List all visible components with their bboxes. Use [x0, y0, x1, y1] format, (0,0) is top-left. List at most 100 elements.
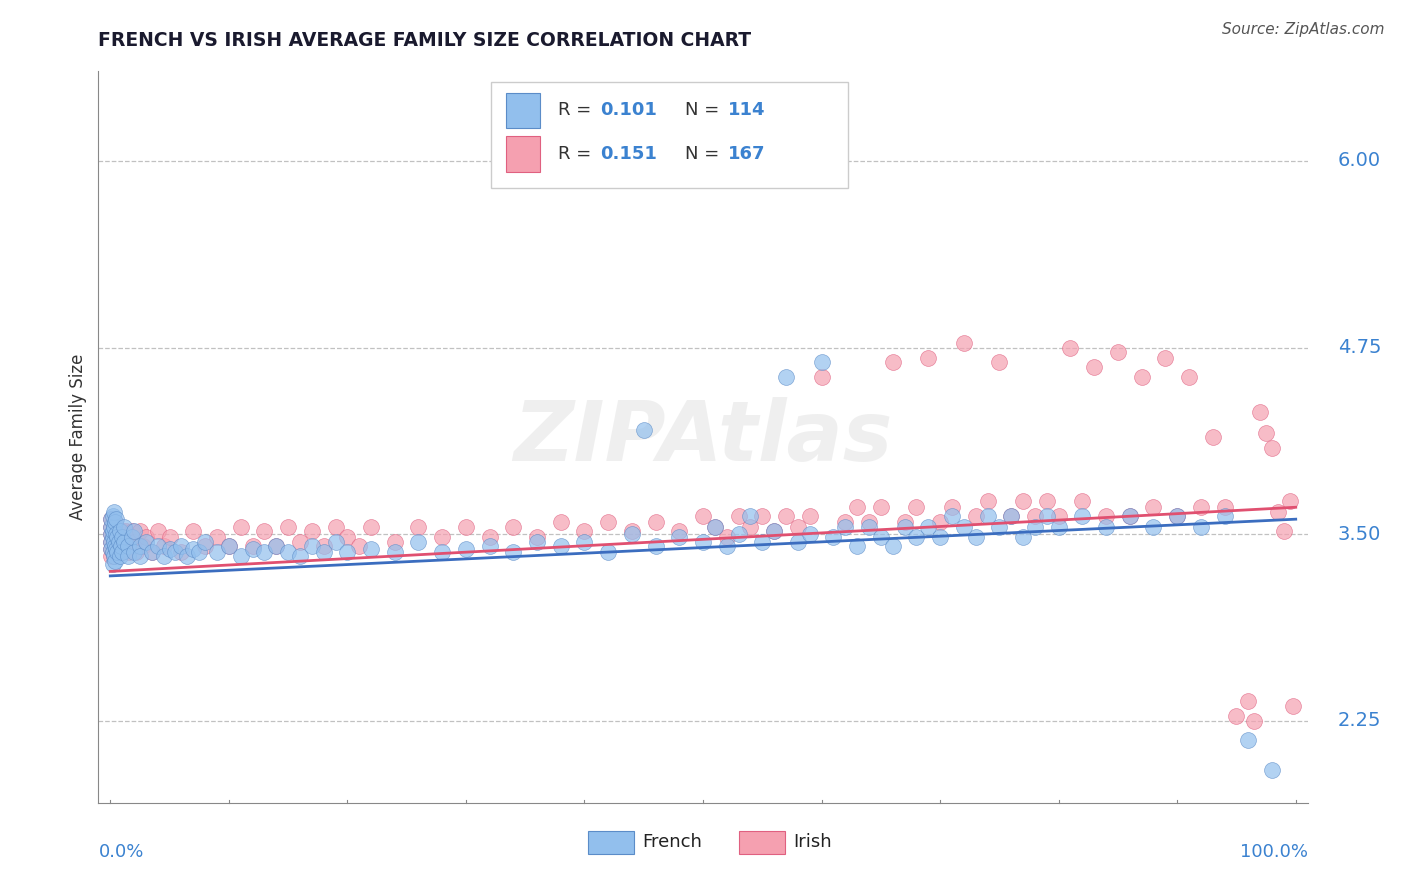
Point: [965, 509, 987, 524]
Point: [775, 509, 797, 524]
Point: [988, 519, 1011, 533]
Point: [823, 530, 845, 544]
Point: [668, 530, 690, 544]
Point: [101, 524, 124, 538]
Point: [1107, 345, 1129, 359]
Point: [122, 524, 145, 538]
Point: [1142, 519, 1164, 533]
Point: [763, 524, 786, 538]
Point: [336, 530, 359, 544]
Text: 167: 167: [728, 145, 766, 163]
Point: [1272, 524, 1295, 538]
FancyBboxPatch shape: [740, 830, 785, 854]
Point: [869, 500, 891, 515]
Point: [205, 530, 228, 544]
Point: [336, 545, 359, 559]
Point: [103, 534, 125, 549]
Point: [122, 545, 145, 559]
Point: [1130, 370, 1153, 384]
Point: [101, 509, 124, 524]
Point: [716, 539, 738, 553]
Point: [347, 539, 370, 553]
Point: [1036, 509, 1059, 524]
Point: [703, 519, 725, 533]
Point: [869, 530, 891, 544]
Point: [118, 545, 141, 559]
Point: [550, 539, 572, 553]
FancyBboxPatch shape: [506, 93, 540, 128]
Point: [105, 527, 128, 541]
Point: [1154, 351, 1177, 365]
Point: [976, 494, 998, 508]
Point: [105, 545, 128, 559]
Point: [810, 370, 832, 384]
Point: [117, 549, 139, 564]
Point: [692, 534, 714, 549]
Point: [242, 539, 264, 553]
Point: [834, 519, 856, 533]
Point: [1202, 430, 1225, 444]
Text: 0.151: 0.151: [600, 145, 657, 163]
Point: [114, 539, 136, 553]
Point: [1267, 505, 1289, 519]
Point: [786, 519, 808, 533]
Point: [218, 539, 240, 553]
Point: [114, 524, 136, 538]
Text: R =: R =: [558, 101, 598, 120]
Point: [110, 539, 132, 553]
Point: [101, 545, 124, 559]
Point: [1243, 714, 1265, 728]
Point: [103, 505, 125, 519]
Point: [727, 509, 749, 524]
Text: 3.50: 3.50: [1339, 524, 1381, 543]
Point: [107, 534, 129, 549]
Text: Irish: Irish: [793, 833, 832, 851]
Point: [1261, 763, 1284, 777]
Point: [526, 530, 548, 544]
Point: [846, 500, 869, 515]
Point: [277, 519, 299, 533]
Point: [478, 530, 501, 544]
Point: [114, 534, 136, 549]
Point: [205, 545, 228, 559]
Point: [101, 530, 124, 544]
Point: [1254, 425, 1277, 440]
Point: [810, 355, 832, 369]
Point: [1083, 359, 1105, 374]
Point: [111, 524, 134, 538]
Point: [502, 519, 524, 533]
Y-axis label: Average Family Size: Average Family Size: [69, 354, 87, 520]
Point: [104, 539, 127, 553]
Point: [104, 515, 127, 529]
Point: [110, 534, 132, 549]
Point: [101, 539, 124, 553]
Point: [105, 530, 128, 544]
Point: [264, 539, 287, 553]
Point: [1012, 530, 1035, 544]
Point: [740, 519, 762, 533]
Point: [360, 519, 382, 533]
Point: [929, 515, 952, 529]
Point: [188, 545, 211, 559]
Point: [834, 515, 856, 529]
Text: 2.25: 2.25: [1339, 711, 1381, 731]
Text: French: French: [643, 833, 703, 851]
Point: [775, 370, 797, 384]
Point: [432, 530, 454, 544]
Point: [108, 539, 131, 553]
Point: [1189, 519, 1212, 533]
Point: [1024, 519, 1046, 533]
Point: [104, 515, 127, 529]
Point: [1012, 494, 1035, 508]
Point: [129, 539, 152, 553]
Point: [846, 539, 869, 553]
Point: [905, 500, 928, 515]
Point: [104, 539, 127, 553]
Point: [111, 545, 134, 559]
Point: [1071, 509, 1094, 524]
Point: [312, 539, 335, 553]
Point: [108, 549, 131, 564]
Point: [108, 530, 131, 544]
Point: [1213, 500, 1236, 515]
Point: [159, 530, 181, 544]
